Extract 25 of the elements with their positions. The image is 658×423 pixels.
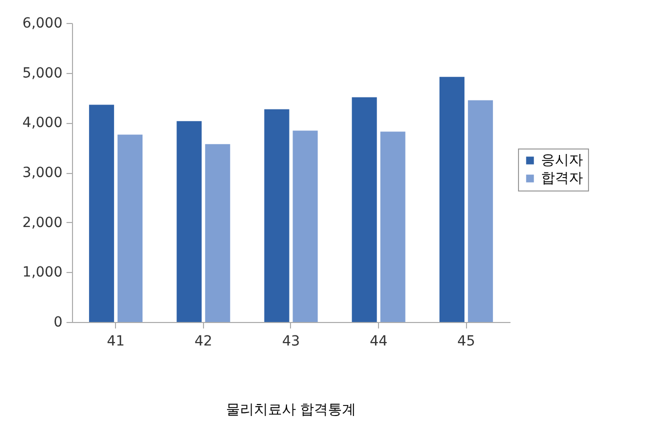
x-tick-label: 41 bbox=[106, 334, 125, 350]
x-tick-label: 44 bbox=[370, 334, 388, 350]
y-tick-label: 2,000 bbox=[22, 214, 62, 231]
y-tick-label: 0 bbox=[54, 314, 62, 330]
bar bbox=[468, 100, 493, 322]
x-tick-label: 45 bbox=[457, 334, 476, 350]
text: 물리치료사 합격통계 bbox=[226, 402, 356, 418]
bar bbox=[264, 109, 290, 322]
bar bbox=[205, 144, 230, 322]
y-tick-label: 1,000 bbox=[22, 264, 62, 281]
bar bbox=[176, 121, 202, 322]
y-tick-label: 3,000 bbox=[22, 165, 62, 181]
bar bbox=[439, 76, 464, 322]
y-tick-label: 6,000 bbox=[22, 16, 62, 32]
bar bbox=[352, 97, 377, 322]
bar bbox=[89, 104, 114, 322]
bar bbox=[380, 132, 406, 322]
y-tick-label: 4,000 bbox=[22, 115, 62, 132]
bar bbox=[118, 134, 143, 322]
x-tick-label: 42 bbox=[194, 334, 212, 350]
legend-label: 합격자 bbox=[541, 170, 583, 186]
y-tick-label: 5,000 bbox=[22, 65, 62, 82]
x-tick-label: 43 bbox=[282, 334, 300, 350]
legend-label: 응시자 bbox=[541, 152, 583, 168]
bar bbox=[292, 130, 318, 322]
